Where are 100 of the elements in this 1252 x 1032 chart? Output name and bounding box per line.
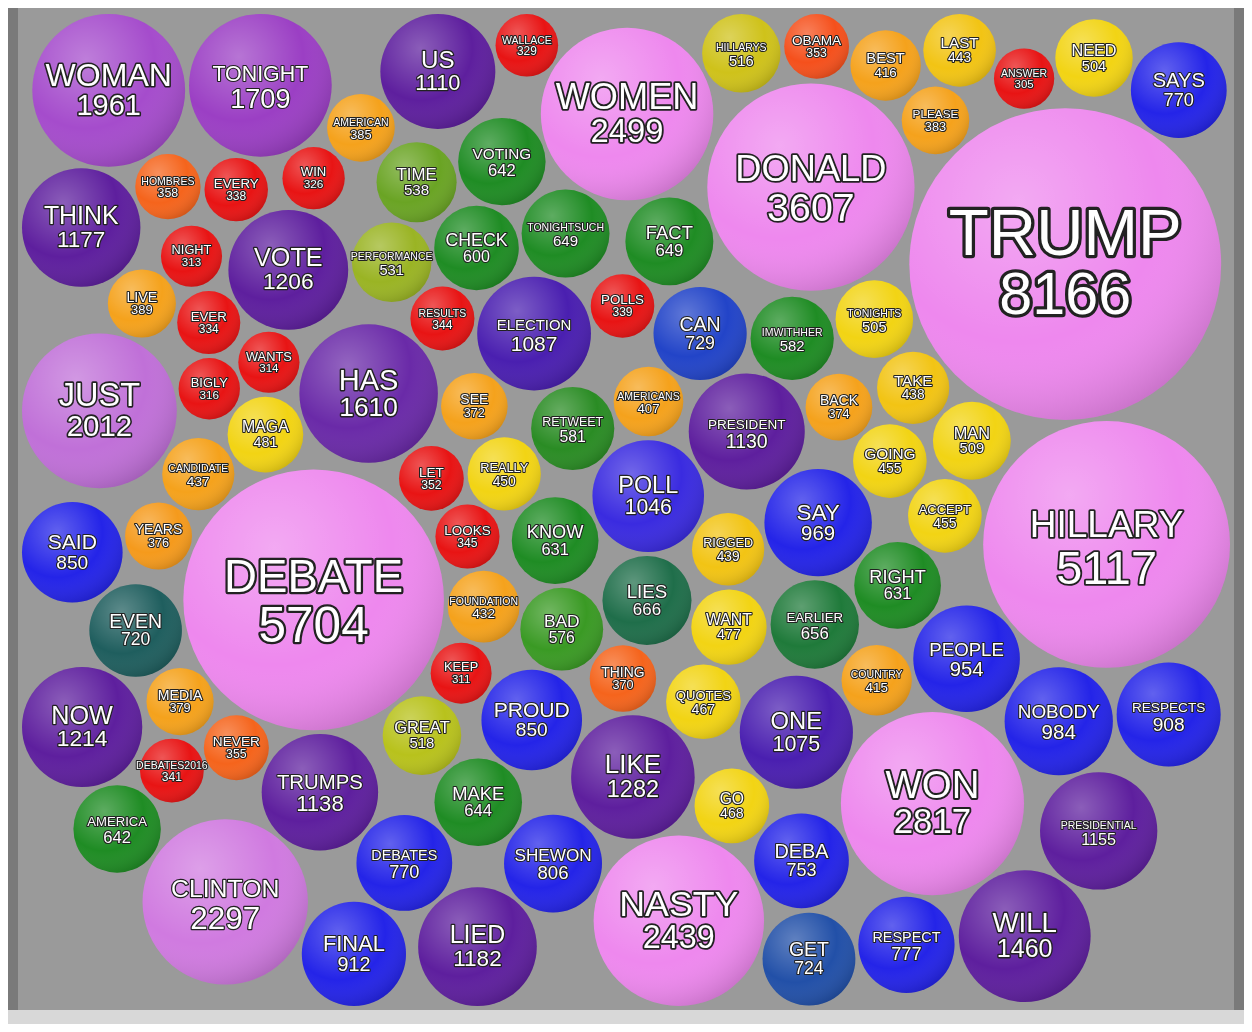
category-label: TONIGHTSUCH — [527, 221, 604, 234]
category-label: FOUNDATION — [449, 594, 518, 607]
category-label: GOING — [864, 445, 916, 462]
data-label: 850 — [56, 551, 89, 573]
data-label: 516 — [729, 52, 754, 69]
data-label: 344 — [432, 317, 453, 332]
data-label: 753 — [786, 860, 817, 881]
category-label: SAID — [47, 530, 97, 554]
category-label: RETWEET — [542, 415, 604, 430]
data-label: 329 — [516, 44, 538, 59]
category-label: CAN — [679, 312, 721, 335]
data-label: 313 — [181, 256, 202, 269]
category-label: MAGA — [242, 418, 290, 436]
data-label: 341 — [161, 769, 183, 784]
data-label: 468 — [720, 804, 744, 821]
category-label: EARLIER — [786, 609, 844, 625]
data-label: 777 — [891, 943, 922, 965]
data-label: 1155 — [1081, 829, 1117, 848]
category-label: SEE — [460, 391, 489, 408]
category-label: LET — [418, 464, 444, 480]
data-label: 666 — [632, 599, 662, 619]
category-label: PERFORMANCE — [350, 250, 433, 263]
data-label: 531 — [379, 261, 404, 278]
category-label: CANDIDATE — [168, 462, 229, 475]
data-label: 770 — [1163, 89, 1194, 110]
data-label: 437 — [186, 473, 210, 489]
category-label: TAKE — [893, 371, 933, 389]
data-label: 416 — [874, 64, 897, 80]
category-label: BACK — [819, 392, 859, 409]
category-label: WANT — [705, 610, 753, 628]
category-label: AMERICAN — [333, 115, 389, 128]
data-label: 2297 — [190, 900, 261, 936]
category-label: MAKE — [452, 782, 505, 804]
data-label: 581 — [559, 427, 587, 445]
category-label: PROUD — [493, 698, 570, 722]
data-label: 467 — [691, 700, 716, 717]
category-label: NEVER — [212, 733, 260, 749]
data-label: 358 — [157, 186, 179, 201]
category-label: MAN — [953, 423, 990, 442]
category-label: NIGHT — [171, 242, 212, 258]
data-label: 407 — [637, 400, 660, 416]
data-label: 505 — [862, 318, 887, 335]
category-label: EVEN — [109, 609, 163, 632]
category-label: LIES — [626, 580, 668, 602]
category-label: HILLARYS — [716, 40, 767, 53]
data-label: 339 — [612, 305, 633, 320]
data-label: 1130 — [725, 430, 768, 453]
category-label: KEEP — [444, 659, 479, 675]
data-label: 338 — [226, 188, 247, 203]
data-label: 642 — [487, 160, 516, 180]
category-label: COUNTRY — [850, 668, 903, 681]
category-label: DEBATES — [371, 847, 438, 864]
category-label: RIGGED — [703, 536, 754, 551]
data-label: 1087 — [510, 332, 558, 356]
category-label: POLLS — [601, 292, 645, 308]
category-label: AMERICA — [87, 814, 148, 830]
data-label: 374 — [828, 406, 850, 421]
data-label: 509 — [959, 440, 985, 457]
data-label: 415 — [865, 679, 888, 695]
data-label: 314 — [259, 361, 280, 375]
data-label: 729 — [685, 332, 715, 353]
category-label: PEOPLE — [929, 638, 1004, 660]
data-label: 379 — [169, 700, 191, 716]
category-label: IMWITHHER — [761, 326, 823, 339]
data-label: 720 — [120, 629, 151, 650]
category-label: NEED — [1071, 40, 1117, 59]
category-label: LIVE — [126, 288, 158, 305]
data-label: 582 — [779, 338, 805, 355]
category-label: TONIGHTS — [847, 306, 902, 319]
data-label: 649 — [655, 240, 684, 260]
data-label: 631 — [883, 584, 912, 603]
data-label: 334 — [198, 321, 220, 336]
data-label: 326 — [303, 177, 324, 192]
category-label: WANTS — [245, 348, 292, 364]
category-label: WALLACE — [501, 33, 552, 46]
category-label: GET — [788, 938, 830, 961]
category-label: RESULTS — [418, 306, 467, 319]
data-label: 385 — [350, 126, 372, 142]
data-label: 353 — [806, 45, 828, 60]
category-label: DEBA — [774, 840, 830, 863]
category-label: ANSWER — [1000, 66, 1048, 79]
data-label: 370 — [612, 678, 634, 693]
data-label: 1138 — [296, 791, 344, 817]
category-label: PLEASE — [912, 107, 959, 122]
data-label: 908 — [1152, 713, 1185, 735]
category-label: TRUMPS — [276, 770, 363, 793]
category-label: LOOKS — [444, 522, 491, 538]
data-label: 389 — [131, 302, 153, 318]
data-label: 455 — [878, 459, 902, 476]
data-label: 438 — [901, 387, 925, 403]
category-label: MEDIA — [157, 686, 203, 703]
data-label: 372 — [463, 406, 485, 421]
category-label: CLINTON — [171, 875, 280, 903]
data-label: 443 — [948, 50, 972, 66]
category-label: BEST — [866, 50, 905, 67]
category-label: ACCEPT — [918, 501, 972, 517]
data-label: 954 — [949, 657, 984, 680]
category-label: RIGHT — [869, 566, 926, 587]
data-label: 770 — [389, 862, 420, 883]
category-label: RESPECTS — [1131, 699, 1206, 715]
